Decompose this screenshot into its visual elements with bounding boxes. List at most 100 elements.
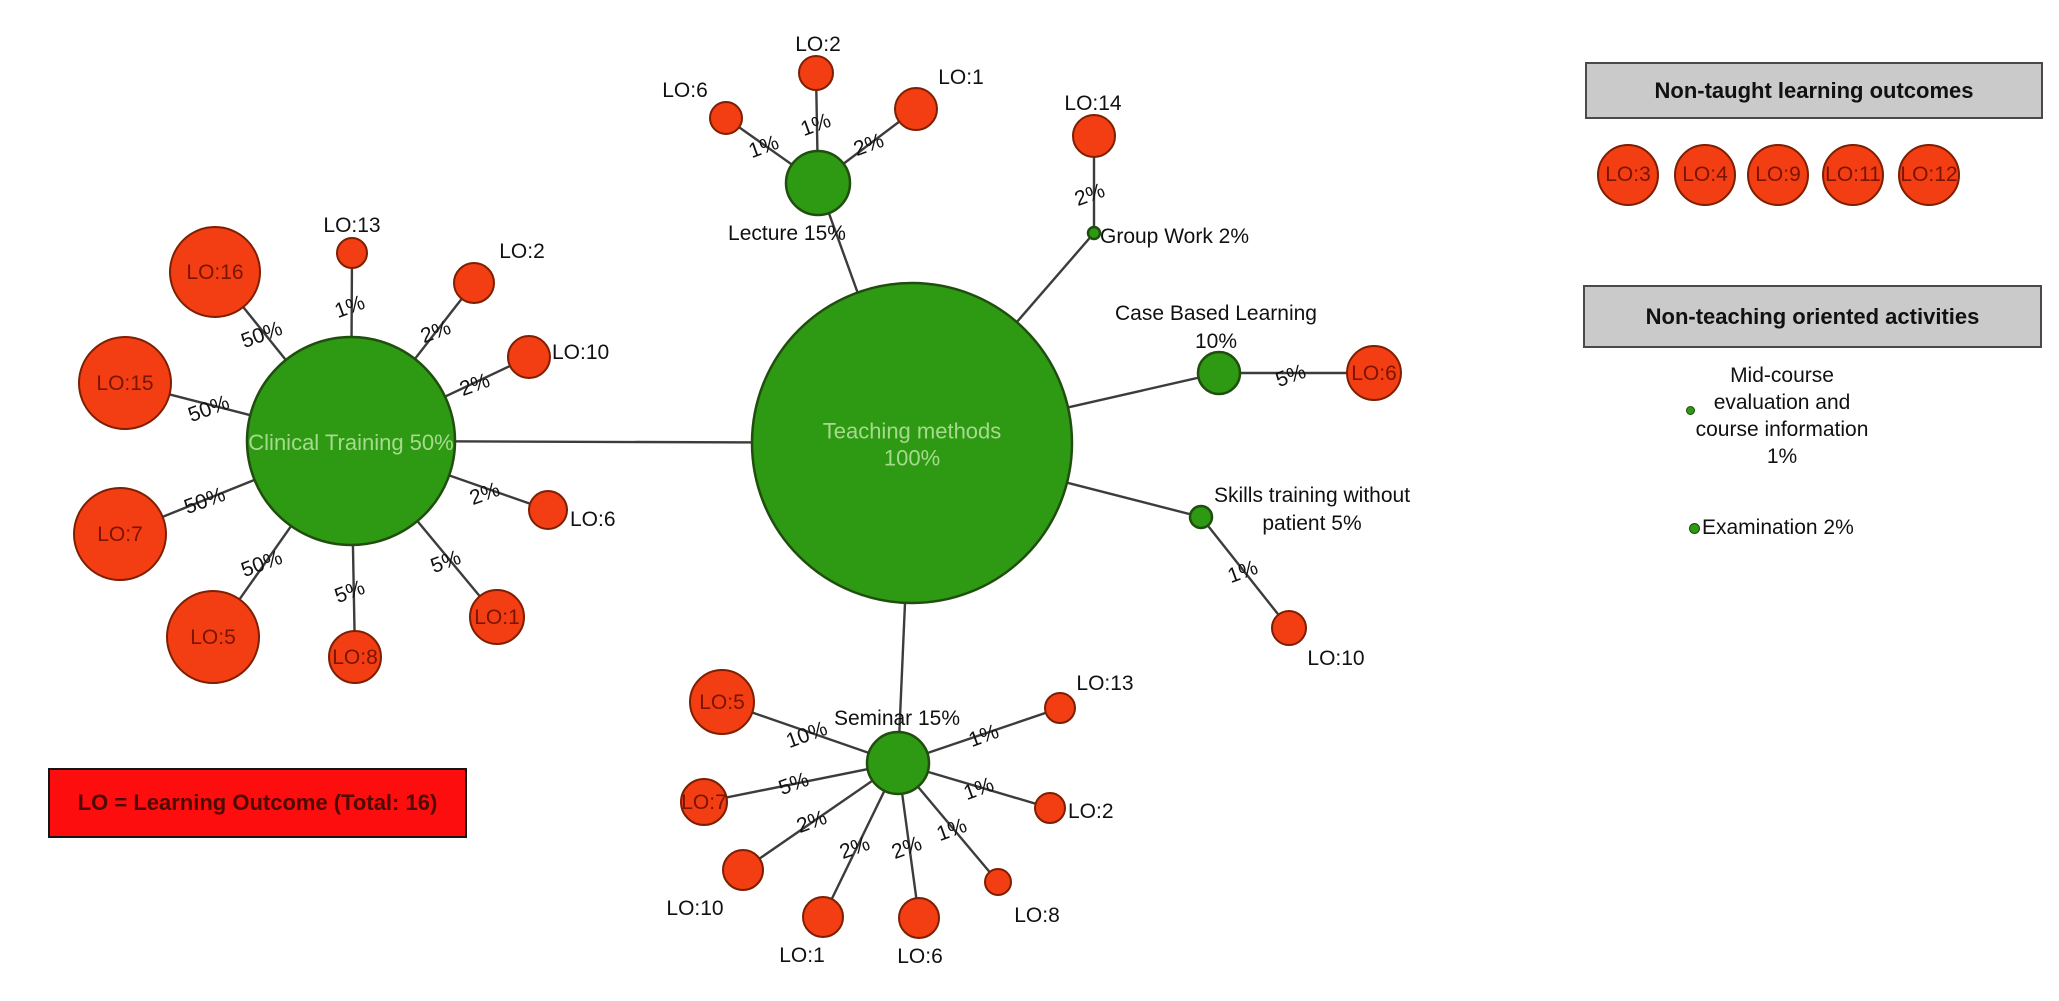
edge-weight-label: 50% <box>238 317 285 353</box>
outcome-node-sem-lo13 <box>1044 692 1076 724</box>
node-layer <box>73 55 1402 939</box>
outcome-label-ct-lo7: LO:7 <box>97 523 143 546</box>
outcome-node-gw-lo14 <box>1072 114 1116 158</box>
edge-weight-label: 5% <box>332 576 368 608</box>
outcome-label-gw-lo14: LO:14 <box>1064 92 1122 115</box>
edge-weight-label: 2% <box>837 832 873 864</box>
outcome-label-ct-lo5: LO:5 <box>190 626 236 649</box>
edge-weight-label: 5% <box>428 546 464 578</box>
legend-non-taught-box: Non-taught learning outcomes <box>1585 62 2043 119</box>
edge-weight-label: 1% <box>961 773 997 805</box>
legend-outcome-lo9: LO:9 <box>1747 144 1809 206</box>
midcourse-line-4: 1% <box>1766 445 1798 468</box>
edge-weight-label: 1% <box>1225 556 1261 588</box>
outcome-node-ct-lo8 <box>328 630 382 684</box>
outcome-label-ct-lo8: LO:8 <box>332 646 378 669</box>
examination-label: Examination 2% <box>1702 516 1854 539</box>
outcome-label-sem-lo1: LO:1 <box>779 944 825 967</box>
outcome-label-ct-lo10: LO:10 <box>552 341 609 364</box>
activity-label-clinical-training: Clinical Training 50% <box>248 430 453 455</box>
outcome-label-ct-lo15: LO:15 <box>96 372 153 395</box>
outcome-label-cbl-lo6: LO:6 <box>1351 362 1397 385</box>
edge-weight-label: 1% <box>332 291 368 323</box>
edge-skills-training-sk-lo10 <box>1200 516 1290 629</box>
edge-weight-label: 2% <box>794 806 830 838</box>
outcome-label-sem-lo6: LO:6 <box>897 945 943 968</box>
edge-weight-label: 5% <box>1273 360 1309 392</box>
outcome-label-sk-lo10: LO:10 <box>1307 647 1364 670</box>
edge-weight-label: 5% <box>776 768 812 800</box>
edge-weight-label: 2% <box>418 316 454 348</box>
outcome-label-sem-lo2: LO:2 <box>1068 800 1114 823</box>
legend-non-teaching-title: Non-teaching oriented activities <box>1645 303 1980 329</box>
outcome-node-ct-lo5 <box>166 590 260 684</box>
outcome-node-sem-lo8 <box>984 868 1012 896</box>
activity-label-teaching-methods: 100% <box>884 446 940 471</box>
outcome-label-sem-lo7: LO:7 <box>681 791 727 814</box>
outcome-node-sk-lo10 <box>1271 610 1307 646</box>
outcome-label-ct-lo16: LO:16 <box>186 261 243 284</box>
abbreviation-note-text: LO = Learning Outcome (Total: 16) <box>77 790 438 815</box>
edge-weight-label: 2% <box>889 832 925 864</box>
legend-outcome-lo12: LO:12 <box>1898 144 1960 206</box>
outcome-node-sem-lo5 <box>689 669 755 735</box>
outcome-node-sem-lo6 <box>898 897 940 939</box>
outcome-label-lec-lo6: LO:6 <box>662 79 708 102</box>
outcome-label-ct-lo2: LO:2 <box>499 240 545 263</box>
outcome-node-ct-lo16 <box>169 226 261 318</box>
edge-weight-label: 50% <box>238 546 285 582</box>
legend-outcome-lo11: LO:11 <box>1822 144 1884 206</box>
outcome-label-ct-lo6: LO:6 <box>570 508 616 531</box>
examination-node-dot <box>1689 522 1700 534</box>
activity-label-skills-training: patient 5% <box>1262 512 1361 535</box>
outcome-node-ct-lo13 <box>336 237 368 269</box>
activity-label-seminar: Seminar 15% <box>834 707 960 730</box>
outcome-label-sem-lo13: LO:13 <box>1076 672 1133 695</box>
legend-outcome-lo3-label: LO:3 <box>1605 163 1651 186</box>
outcome-node-ct-lo2 <box>453 262 495 304</box>
midcourse-line-1: Mid-course <box>1730 364 1834 387</box>
midcourse-line-2: evaluation and <box>1713 391 1851 414</box>
outcome-node-ct-lo10 <box>507 335 551 379</box>
outcome-node-lec-lo6 <box>709 101 743 135</box>
legend-non-taught-title: Non-taught learning outcomes <box>1654 77 1974 103</box>
edge-weight-label: 10% <box>783 717 830 753</box>
outcome-node-ct-lo1 <box>469 589 525 645</box>
edge-weight-label: 1% <box>798 109 834 141</box>
outcome-label-lec-lo1: LO:1 <box>938 66 984 89</box>
edge-weight-label: 2% <box>1072 179 1108 211</box>
edge-weight-label: 50% <box>185 391 232 427</box>
outcome-node-sem-lo1 <box>802 896 844 938</box>
outcome-node-ct-lo7 <box>73 487 167 581</box>
outcome-node-ct-lo15 <box>78 336 172 430</box>
outcome-node-lec-lo2 <box>798 55 834 91</box>
outcome-label-ct-lo1: LO:1 <box>474 606 520 629</box>
edge-seminar-sem-lo7 <box>703 761 899 804</box>
outcome-node-ct-lo6 <box>528 490 568 530</box>
outcome-label-ct-lo13: LO:13 <box>323 214 380 237</box>
legend-outcome-lo4: LO:4 <box>1674 144 1736 206</box>
abbreviation-note-box: LO = Learning Outcome (Total: 16) <box>48 768 467 838</box>
activity-node-case-based-learning <box>1196 350 1242 396</box>
legend-outcome-lo4-label: LO:4 <box>1682 163 1728 186</box>
edge-weight-label: 50% <box>181 483 228 519</box>
outcome-node-sem-lo2 <box>1034 792 1066 824</box>
activity-node-skills-training <box>1188 504 1214 530</box>
outcome-node-cbl-lo6 <box>1346 345 1402 401</box>
activity-node-teaching-methods <box>750 281 1074 605</box>
outcome-node-sem-lo7 <box>680 778 728 826</box>
legend-outcome-lo12-label: LO:12 <box>1900 163 1958 186</box>
outcome-label-sem-lo5: LO:5 <box>699 691 745 714</box>
outcome-node-lec-lo1 <box>894 87 938 131</box>
outcome-node-sem-lo10 <box>722 849 764 891</box>
activity-label-skills-training: Skills training without <box>1214 484 1410 507</box>
outcome-label-sem-lo8: LO:8 <box>1014 904 1060 927</box>
activity-label-teaching-methods: Teaching methods <box>823 419 1002 444</box>
legend-non-teaching-box: Non-teaching oriented activities <box>1583 285 2042 348</box>
midcourse-node-dot <box>1686 406 1695 415</box>
activity-label-group-work: Group Work 2% <box>1100 225 1249 248</box>
legend-outcome-lo9-label: LO:9 <box>1755 163 1801 186</box>
outcome-label-sem-lo10: LO:10 <box>666 897 723 920</box>
activity-label-case-based-learning: 10% <box>1195 330 1237 353</box>
